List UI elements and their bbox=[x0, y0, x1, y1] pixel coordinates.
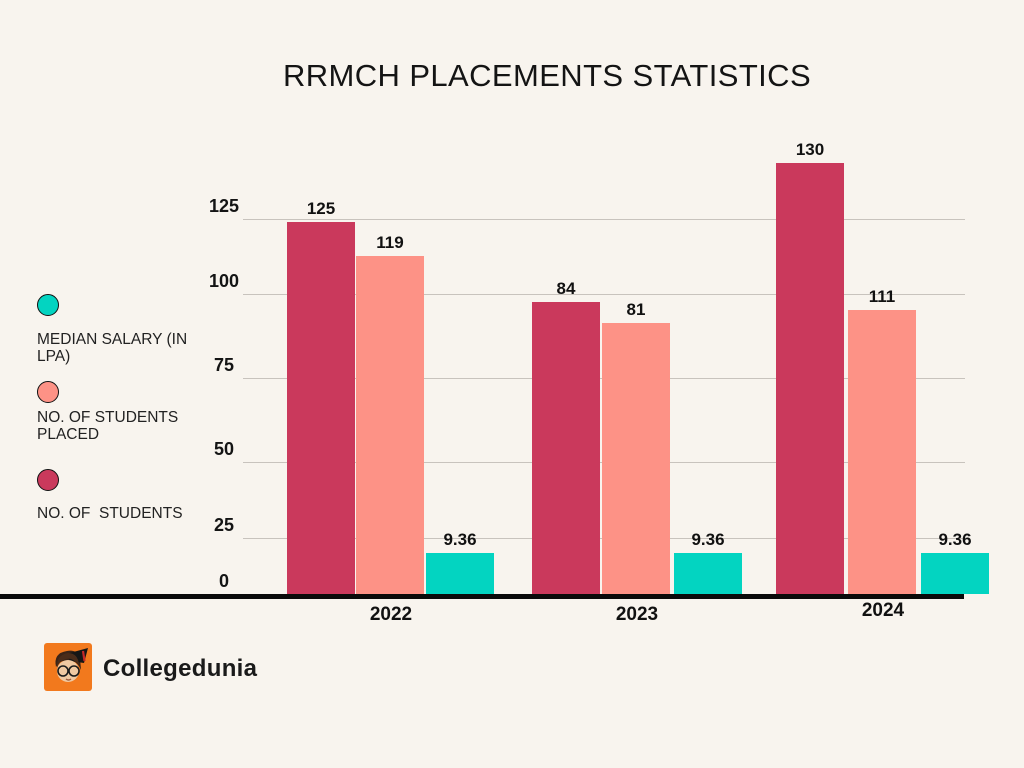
x-axis-line bbox=[0, 594, 964, 599]
bar-value-label: 9.36 bbox=[443, 530, 477, 549]
bar-2024-series-0 bbox=[776, 163, 844, 594]
y-axis-tick-label: 75 bbox=[213, 355, 235, 375]
bar-value-label: 84 bbox=[556, 279, 576, 298]
bar-2022-series-1 bbox=[356, 256, 424, 594]
bar-value-label: 119 bbox=[376, 233, 404, 252]
bar-2024-series-2 bbox=[921, 553, 989, 594]
bar-value-label: 9.36 bbox=[691, 530, 725, 549]
bar-2023-series-2 bbox=[674, 553, 742, 594]
x-axis-label-2024: 2024 bbox=[861, 600, 905, 621]
bar-value-label: 81 bbox=[626, 300, 646, 319]
legend-dot-0 bbox=[37, 294, 59, 316]
bar-2022-series-0 bbox=[287, 222, 355, 594]
gridline-125 bbox=[243, 219, 965, 220]
x-axis-label-2023: 2023 bbox=[615, 604, 659, 625]
y-axis-tick-label: 25 bbox=[213, 515, 235, 535]
bar-2023-series-1 bbox=[602, 323, 670, 594]
bar-2024-series-1 bbox=[848, 310, 916, 594]
legend-label-1: NO. OF STUDENTS PLACED bbox=[37, 409, 183, 443]
bar-2022-series-2 bbox=[426, 553, 494, 594]
x-axis-label-2022: 2022 bbox=[369, 604, 413, 625]
y-axis-tick-label: 125 bbox=[208, 196, 240, 216]
brand-name: Collegedunia bbox=[103, 655, 258, 682]
bar-value-label: 111 bbox=[868, 287, 896, 306]
chart-title: RRMCH PLACEMENTS STATISTICS bbox=[282, 58, 812, 93]
y-axis-tick-label: 100 bbox=[208, 271, 240, 291]
collegedunia-logo-icon bbox=[44, 643, 92, 691]
y-axis-tick-label: 0 bbox=[218, 571, 229, 591]
bar-value-label: 125 bbox=[306, 199, 336, 218]
legend-label-0: MEDIAN SALARY (IN LPA) bbox=[37, 331, 192, 365]
bar-2023-series-0 bbox=[532, 302, 600, 594]
bar-value-label: 130 bbox=[795, 140, 825, 159]
legend-dot-2 bbox=[37, 469, 59, 491]
legend-label-2: NO. OF STUDENTS bbox=[37, 505, 183, 522]
bar-value-label: 9.36 bbox=[938, 530, 972, 549]
gridline-100 bbox=[243, 294, 965, 295]
y-axis-tick-label: 50 bbox=[213, 439, 235, 459]
legend-dot-1 bbox=[37, 381, 59, 403]
